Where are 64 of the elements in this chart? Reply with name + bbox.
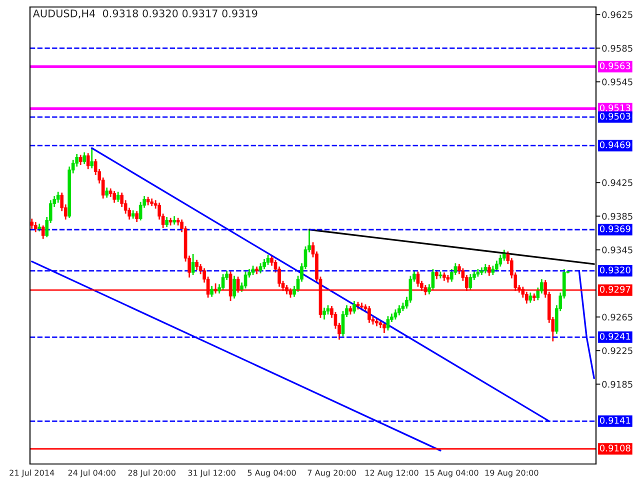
candlestick (386, 315, 390, 332)
candlestick (34, 221, 38, 233)
ref-line-label: 0.9513 (600, 104, 630, 112)
y-tick-label: 0.9345 (602, 246, 632, 254)
candlestick (398, 304, 401, 316)
candlestick (232, 275, 236, 300)
y-tick-label: 0.9585 (602, 44, 632, 52)
candlestick (326, 304, 330, 316)
x-tick-label: 5 Aug 04:00 (248, 470, 296, 478)
candlestick (112, 190, 116, 204)
candlestick (251, 265, 255, 276)
ref-line-label: 0.9503 (600, 112, 630, 120)
x-tick-label: 24 Jul 04:00 (68, 470, 116, 478)
candlestick (30, 218, 34, 230)
candlestick (258, 262, 262, 274)
candlestick (221, 273, 225, 291)
y-tick-label: 0.9225 (602, 347, 632, 354)
ref-line-label: 0.9241 (600, 332, 630, 340)
candlestick (352, 300, 356, 314)
ref-line-label: 0.9563 (600, 62, 630, 70)
y-tick-label: 0.9265 (602, 314, 632, 321)
candlestick (488, 264, 491, 277)
candlestick (468, 273, 472, 291)
candlestick (210, 285, 214, 298)
candlestick (382, 321, 386, 334)
candlestick (262, 258, 266, 270)
candlestick (82, 152, 86, 165)
candlestick (78, 154, 82, 166)
chart-title: AUDUSD,H4 0.9318 0.9320 0.9317 0.9319 (32, 9, 258, 18)
candlestick (135, 210, 138, 223)
candlestick (165, 216, 168, 228)
y-tick-label: 0.9545 (602, 78, 632, 86)
ref-line-label: 0.9297 (600, 286, 630, 293)
candlestick (105, 186, 109, 198)
candlestick (90, 147, 94, 169)
candlestick (56, 191, 60, 204)
ref-line-label: 0.9108 (600, 444, 630, 452)
candlestick (195, 259, 198, 271)
y-tick-label: 0.9385 (602, 212, 632, 220)
x-tick-label: 21 Jul 2014 (10, 470, 54, 478)
candlestick (528, 292, 532, 304)
x-tick-label: 28 Jul 20:00 (128, 470, 176, 478)
candlestick (484, 263, 488, 274)
candlestick (86, 152, 90, 170)
candlestick (41, 224, 45, 240)
y-tick-label: 0.9425 (602, 179, 632, 186)
candlestick (191, 253, 195, 276)
x-tick-label: 15 Aug 04:00 (425, 470, 478, 478)
candlestick (394, 308, 398, 320)
y-tick-label: 0.9625 (602, 11, 632, 18)
candlestick (368, 305, 371, 324)
x-tick-label: 12 Aug 12:00 (365, 470, 418, 478)
ref-line-label: 0.9369 (600, 225, 630, 232)
ref-line-label: 0.9141 (600, 416, 630, 424)
candlestick (431, 268, 435, 291)
y-tick-label: 0.9185 (602, 380, 632, 388)
ref-line-label: 0.9469 (600, 141, 630, 148)
x-tick-label: 31 Jul 12:00 (188, 470, 236, 478)
x-tick-label: 19 Aug 20:00 (485, 470, 538, 478)
candlestick (498, 254, 502, 268)
x-tick-label: 7 Aug 20:00 (308, 470, 356, 478)
candlestick (244, 270, 248, 290)
ref-line-label: 0.9320 (600, 266, 630, 274)
candlestick (322, 307, 326, 320)
